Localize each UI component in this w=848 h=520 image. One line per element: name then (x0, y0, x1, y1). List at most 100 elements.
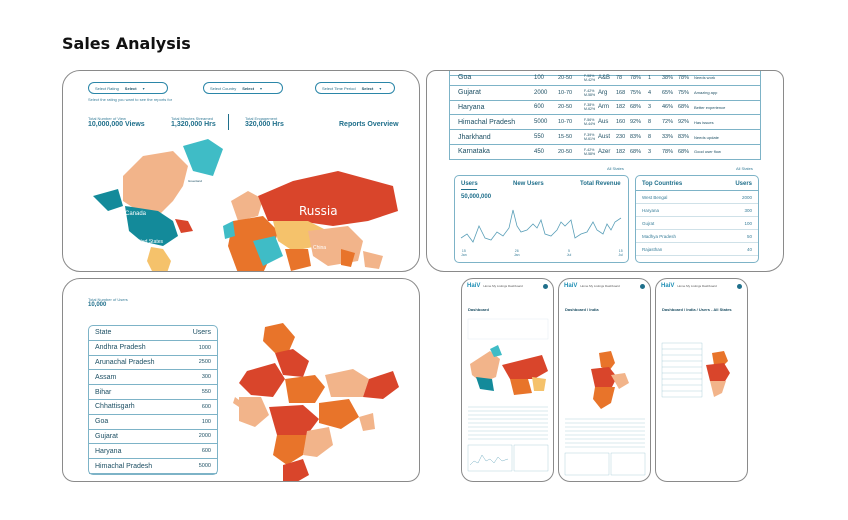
rating-select-label: Select Rating (95, 85, 119, 91)
cell-state: Gujarat (458, 89, 481, 97)
user-avatar-icon[interactable] (640, 283, 645, 289)
cell-users: 550 (534, 134, 545, 141)
list-item: Gujrat 100 (636, 217, 758, 230)
stat-value: 320,000 Hrs (245, 121, 284, 128)
users-line-chart (460, 209, 622, 243)
country-select-label: Select Country (210, 85, 237, 91)
country-users: 100 (744, 220, 752, 226)
cell-r: 4 (648, 89, 652, 96)
stat-minutes: Total Minutes Streamed 1,320,000 Hrs (171, 116, 216, 128)
time-period-select[interactable]: Select Time Period Select ▾ (315, 82, 395, 94)
india-users-label: Total Number of Users (88, 297, 128, 302)
tab-total-revenue[interactable]: Total Revenue (580, 181, 621, 187)
tick-label: 15 Jan (461, 249, 467, 257)
world-map (93, 139, 398, 271)
cell-age: 10-70 (558, 89, 573, 96)
cell-p3: 46% (662, 104, 674, 111)
cell-p4: 83% (678, 134, 690, 141)
tick-label: 5 Jul (566, 249, 572, 257)
stat-label: Total Minutes Streamed (171, 116, 214, 121)
tick-label: 15 Jul (618, 249, 623, 257)
stat-views: Total Number of View 10,000,000 Views (88, 116, 145, 128)
col-users: Users (192, 329, 211, 337)
table-row: Haryana 600 (89, 444, 217, 460)
mini-nav[interactable]: Home My Listings Dashboard (677, 284, 717, 288)
map-label-russia: Russia (299, 204, 338, 218)
table-row: Assam 300 (89, 370, 217, 386)
cell-lang: Aust (598, 134, 611, 141)
reports-overview-link[interactable]: Reports Overview (339, 121, 399, 128)
cell-p1: 182 (616, 104, 626, 111)
mini-breadcrumb: Dashboard (468, 307, 489, 312)
world-dashboard-card: Select Rating Select ▾ Select Country Se… (62, 70, 420, 272)
table-row: Gujarat 2000 (89, 430, 217, 445)
users-chart-panel: Users New Users Total Revenue 50,000,000… (454, 175, 629, 263)
top-countries-col: Users (735, 181, 752, 187)
all-states-link[interactable]: All States (607, 166, 624, 171)
users-total-value: 50,000,000 (461, 194, 492, 200)
cell-age: 10-70 (558, 119, 573, 126)
cell-p3: 72% (662, 119, 674, 126)
cell-users: 5000 (198, 463, 211, 470)
stat-engagement: Total Engagement 320,000 Hrs (245, 116, 284, 128)
country-users: 2000 (741, 194, 752, 200)
table-row: Bihar 550 (89, 385, 217, 400)
cell-p4: 68% (678, 104, 690, 111)
cell-note: Has issues (694, 119, 714, 125)
cell-age: 20-50 (558, 74, 573, 81)
user-avatar-icon[interactable] (543, 283, 548, 289)
table-row: Goa 100 (89, 415, 217, 430)
map-label-china: China (313, 245, 327, 251)
cell-state: Goa (95, 418, 109, 426)
cell-users: 2000 (198, 433, 211, 440)
cell-lang: Arg (598, 89, 608, 96)
map-label-canada: Canada (125, 211, 147, 217)
country-users: 40 (746, 246, 752, 252)
state-rows: Goa 100 20-50 F-58% M-42% A&B 78 78% 1 38% 78% Nee… (449, 71, 761, 160)
logo: HaiV (661, 283, 675, 289)
cell-p3: 78% (662, 148, 674, 155)
cell-p2: 92% (630, 119, 642, 126)
state-detail-card: Goa 100 20-50 F-58% M-42% A&B 78 78% 1 38% 78% Nee… (426, 70, 784, 272)
cell-state: Assam (95, 373, 117, 381)
time-select-label: Select Time Period (322, 85, 356, 91)
user-avatar-icon[interactable] (737, 283, 742, 289)
india-states-table: State Users Andhra Pradesh 1000 Arunachal … (88, 325, 218, 475)
cell-lang: A&B (598, 74, 611, 81)
stat-label: Total Engagement (245, 116, 278, 121)
cell-r: 3 (648, 104, 652, 111)
table-row: Haryana 600 20-50 F-38% M-62% Arm 182 68% 3 46% 6… (450, 101, 760, 116)
cell-users: 450 (534, 148, 545, 155)
mini-screen-users: HaiV Home My Listings Dashboard Dashboar… (655, 278, 748, 482)
cell-users: 600 (201, 403, 211, 410)
cell-p2: 68% (630, 148, 642, 155)
mini-nav[interactable]: Home My Listings Dashboard (580, 284, 620, 288)
mini-nav[interactable]: Home My Listings Dashboard (483, 284, 523, 288)
logo: HaiV (467, 283, 481, 289)
tab-users[interactable]: Users (461, 181, 478, 187)
cell-lang: Aus (598, 119, 609, 126)
rating-select-value: Select (124, 85, 137, 91)
cell-r: 3 (648, 148, 652, 155)
cell-users: 300 (201, 374, 211, 381)
tab-new-users[interactable]: New Users (513, 181, 544, 187)
rating-select[interactable]: Select Rating Select ▾ (88, 82, 168, 94)
cell-p1: 160 (616, 119, 626, 126)
tick-label: 26 Jan (513, 249, 520, 257)
table-row: Himachal Pradesh 5000 (89, 459, 217, 474)
list-item: Rajasthan 40 (636, 243, 758, 256)
cell-note: Amazing app (694, 90, 718, 96)
table-row: Himachal Pradesh 5000 10-70 F-56% M-44% Aus 1… (450, 115, 760, 131)
mini-users-map (661, 342, 730, 398)
country-select[interactable]: Select Country Select ▾ (203, 82, 283, 94)
x-axis-ticks: 15 Jan 26 Jan 5 Jul 15 Jul (461, 249, 623, 257)
cell-note: Needs work (694, 75, 716, 81)
top-countries-title: Top Countries (642, 181, 683, 187)
country-name: Rajasthan (642, 246, 663, 252)
india-card: Total Number of Users 10,000 State Users… (62, 278, 420, 482)
cell-state: Himachal Pradesh (95, 462, 153, 470)
cell-state: Karnataka (458, 148, 490, 156)
all-states-link-2[interactable]: All States (736, 166, 753, 171)
cell-p4: 75% (678, 89, 690, 96)
table-row: Karnataka 450 20-50 F-42% M-58% Azer 182 68% 3 7… (450, 145, 760, 160)
